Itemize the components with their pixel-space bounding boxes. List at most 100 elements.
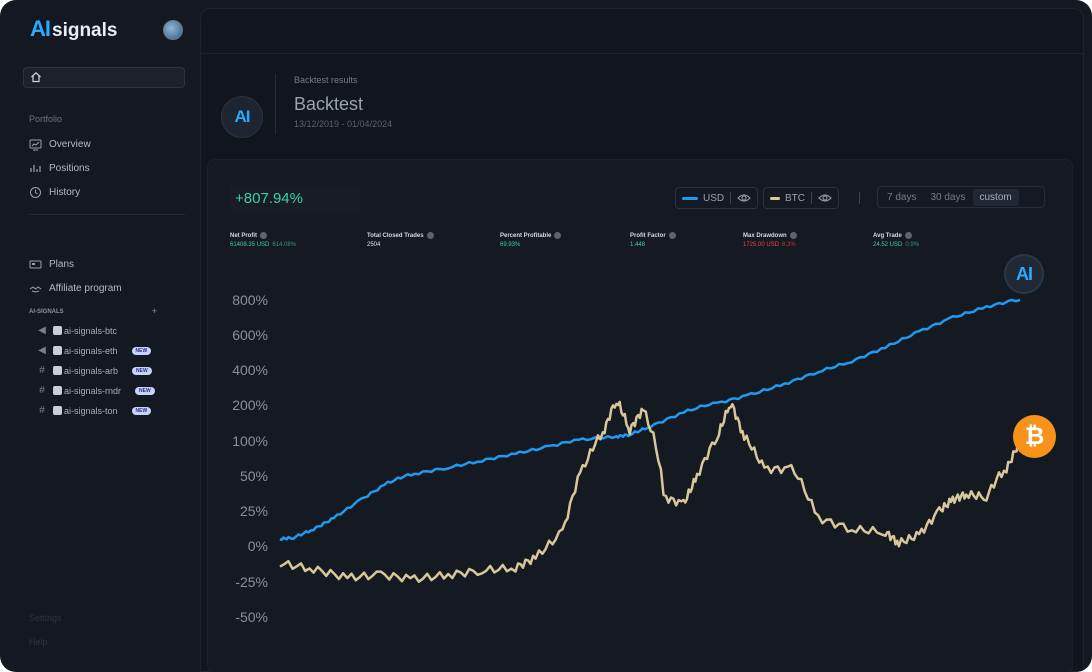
y-tick-label: 25%: [240, 503, 268, 519]
signal-item-ton[interactable]: # ai-signals-ton NEW: [37, 405, 152, 416]
app-logo[interactable]: AI signals: [30, 16, 117, 42]
robot-icon: [53, 366, 62, 375]
toggle-divider: [730, 192, 732, 204]
stat-value: 1.448: [630, 242, 646, 248]
signal-item-arb[interactable]: # ai-signals-arb NEW: [37, 365, 152, 376]
new-badge: NEW: [132, 366, 152, 375]
period-30-days[interactable]: 30 days: [930, 191, 966, 203]
stat-avg-trade: Avg Trade 24.52 USD 0.9%: [873, 232, 919, 248]
robot-icon: [53, 386, 62, 395]
sidebar-item-overview[interactable]: Overview: [29, 138, 91, 151]
stat-total-closed-trades: Total Closed Trades 2504: [367, 232, 434, 248]
logo-text: signals: [52, 20, 118, 41]
stat-label: Total Closed Trades: [367, 232, 424, 239]
btc-toggle-label: BTC: [785, 192, 805, 204]
stat-sub: 8.3%: [782, 242, 796, 248]
stat-sub: 614.08%: [272, 242, 297, 248]
sidebar-item-positions[interactable]: Positions: [29, 162, 90, 175]
user-avatar[interactable]: [163, 20, 183, 40]
signal-item-btc[interactable]: ◀ ai-signals-btc: [37, 325, 117, 336]
sidebar-item-label: Overview: [49, 139, 91, 150]
robot-icon: [53, 406, 62, 415]
stat-value: 61408.35 USD: [230, 242, 270, 248]
eye-icon[interactable]: [818, 193, 832, 203]
info-icon[interactable]: [260, 232, 267, 239]
page-title: Backtest: [294, 94, 364, 114]
stat-profit-factor: Profit Factor 1.448: [630, 232, 676, 248]
stat-value: 24.52 USD: [873, 242, 903, 248]
top-bar: [201, 9, 1085, 54]
clock-icon: [30, 187, 41, 198]
header-divider: [275, 74, 276, 134]
stat-value: 69.93%: [500, 242, 521, 248]
bitcoin-icon: ₿: [1013, 415, 1056, 458]
y-tick-label: 100%: [232, 433, 268, 449]
signal-name: ai-signals-ton: [64, 405, 118, 416]
period-custom[interactable]: custom: [972, 188, 1019, 206]
sidebar-item-label: Affiliate program: [49, 283, 122, 294]
robot-icon: [53, 326, 62, 335]
stat-label: Max Drawdown: [743, 232, 787, 239]
info-icon[interactable]: [668, 232, 676, 239]
signal-item-rndr[interactable]: # ai-signals-rndr NEW: [37, 385, 155, 396]
stat-percent-profitable: Percent Profitable 69.93%: [500, 232, 562, 248]
stat-label: Net Profit: [230, 232, 257, 239]
signal-name: ai-signals-rndr: [64, 385, 122, 396]
card-icon: [29, 260, 42, 269]
stat-label: Avg Trade: [873, 232, 902, 239]
sidebar-item-label: Plans: [49, 259, 75, 270]
stat-value: 2504: [367, 242, 381, 248]
signals-header: AI-SIGNALS +: [29, 306, 157, 316]
sidebar-item-settings[interactable]: Settings: [29, 613, 62, 623]
period-7-days[interactable]: 7 days: [887, 191, 917, 203]
y-tick-label: 200%: [232, 397, 268, 413]
sidebar-item-affiliate[interactable]: Affiliate program: [29, 282, 122, 295]
signal-item-eth[interactable]: ◀ ai-signals-eth NEW: [37, 345, 152, 356]
usd-toggle-label: USD: [703, 192, 725, 204]
info-icon[interactable]: [904, 232, 912, 239]
btc-toggle[interactable]: BTC: [763, 187, 839, 209]
total-return: +807.94%: [230, 185, 360, 213]
info-icon[interactable]: [554, 232, 562, 239]
period-selector: 7 days 30 days custom: [877, 186, 1045, 208]
megaphone-icon: ◀: [38, 325, 46, 336]
stat-sub: 0.9%: [905, 242, 920, 248]
signals-header-label: AI-SIGNALS: [29, 309, 64, 315]
y-tick-label: 400%: [232, 362, 268, 378]
portfolio-section-label: Portfolio: [29, 114, 63, 124]
logo-ai-mark: AI: [30, 16, 51, 41]
add-signal-button[interactable]: +: [151, 306, 157, 316]
sidebar: AI signals Portfolio Overview Positions: [0, 0, 200, 672]
sidebar-item-plans[interactable]: Plans: [29, 258, 74, 271]
info-icon[interactable]: [789, 232, 797, 239]
period-divider: [859, 192, 860, 204]
stat-net-profit: Net Profit 61408.35 USD 614.08%: [230, 232, 296, 248]
home-icon: [31, 71, 41, 83]
sidebar-item-history[interactable]: History: [29, 186, 80, 199]
y-tick-label: 50%: [240, 468, 268, 484]
signal-name: ai-signals-btc: [64, 325, 118, 336]
usd-toggle[interactable]: USD: [675, 187, 759, 209]
megaphone-icon: ◀: [38, 345, 46, 356]
toggle-divider: [811, 192, 812, 204]
eye-icon[interactable]: [737, 193, 751, 203]
handshake-icon: [29, 286, 42, 293]
home-button[interactable]: [23, 67, 185, 88]
usd-swatch: [682, 196, 698, 200]
sidebar-item-help[interactable]: Help: [29, 637, 48, 647]
stat-label: Profit Factor: [630, 232, 666, 239]
y-tick-label: -50%: [235, 609, 268, 625]
sidebar-item-label: History: [49, 187, 81, 198]
new-badge: NEW: [131, 406, 152, 415]
series-line-usd: [279, 298, 1021, 542]
new-badge: NEW: [131, 346, 152, 355]
info-icon[interactable]: [426, 232, 434, 239]
y-tick-label: 800%: [232, 292, 268, 308]
hash-icon: #: [39, 405, 45, 416]
btc-swatch: [770, 196, 780, 200]
bars-icon: [30, 165, 41, 172]
signal-name: ai-signals-eth: [64, 345, 118, 356]
stat-label: Percent Profitable: [500, 232, 552, 239]
